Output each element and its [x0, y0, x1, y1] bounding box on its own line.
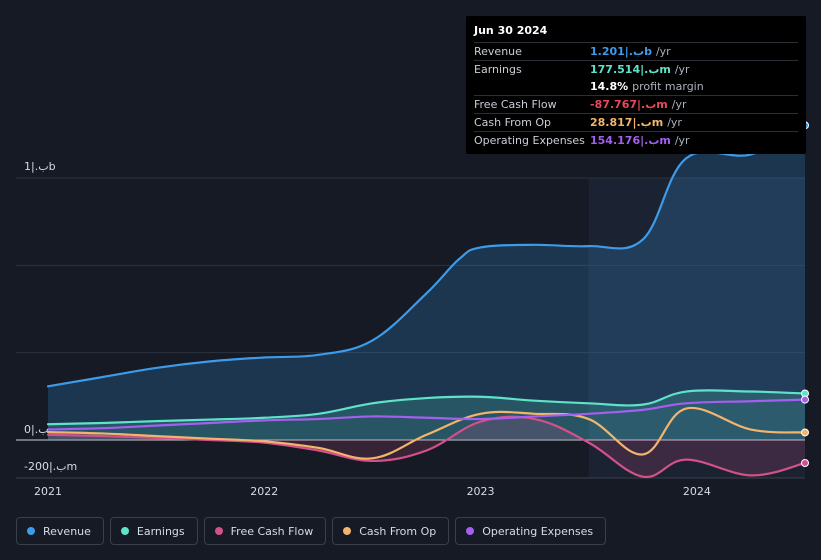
revenue-dot-icon — [27, 527, 35, 535]
tooltip-label: Earnings — [474, 63, 522, 76]
legend-label: Cash From Op — [359, 524, 437, 538]
tooltip-label: Cash From Op — [474, 116, 552, 129]
tooltip-unit: /yr — [655, 45, 671, 58]
tooltip-row-cfo: Cash From Op 28.817|.بm /yr — [474, 113, 798, 131]
tooltip-row-revenue: Revenue 1.201|.بb /yr — [474, 42, 798, 60]
y-label-top: 1|.بb — [24, 160, 56, 173]
legend-item-operating-expenses[interactable]: Operating Expenses — [455, 517, 607, 545]
earnings-dot-icon — [120, 527, 129, 535]
tooltip-unit: /yr — [674, 134, 690, 147]
tooltip-row-fcf: Free Cash Flow -87.767|.بm /yr — [474, 95, 798, 113]
revenue-line — [46, 124, 807, 388]
cash-from-op-line — [46, 406, 807, 460]
tooltip-value: 1.201|.بb — [590, 45, 652, 58]
tooltip-unit: /yr — [671, 98, 687, 111]
operating-expenses-line — [46, 398, 807, 431]
tooltip-row-opex: Operating Expenses 154.176|.بm /yr — [474, 131, 798, 149]
tooltip-unit: /yr — [674, 63, 690, 76]
tooltip-value: 28.817|.بm — [590, 116, 664, 129]
tooltip-date: Jun 30 2024 — [474, 24, 548, 37]
legend-label: Operating Expenses — [482, 524, 594, 538]
tooltip-value: -87.767|.بm — [590, 98, 668, 111]
x-tick-label: 2024 — [683, 485, 711, 498]
free-cash-flow-dot-icon — [214, 527, 223, 535]
x-tick-label: 2023 — [467, 485, 495, 498]
earnings-area — [48, 390, 805, 440]
tooltip-unit: /yr — [667, 116, 682, 129]
legend-item-revenue[interactable]: Revenue — [16, 517, 104, 545]
free-cash-flow-area — [48, 416, 805, 478]
earnings-line — [46, 389, 807, 426]
cash-from-op-dot-icon — [343, 527, 352, 535]
tooltip-label: Operating Expenses — [474, 134, 585, 147]
tooltip-value: 177.514|.بm — [590, 63, 671, 76]
free-cash-flow-end-point — [801, 459, 809, 468]
legend: Revenue Earnings Free Cash Flow Cash Fro… — [16, 517, 607, 545]
legend-label: Free Cash Flow — [230, 524, 314, 538]
legend-label: Earnings — [136, 524, 185, 538]
revenue-area — [48, 125, 805, 440]
y-label-bottom: -200|.بm — [24, 460, 77, 473]
highlight-region — [588, 178, 805, 478]
tooltip-row-earnings: Earnings 177.514|.بm /yr — [474, 60, 798, 78]
tooltip-label: Revenue — [474, 45, 522, 58]
tooltip: Jun 30 2024 Revenue 1.201|.بb /yr Earnin… — [466, 16, 806, 154]
operating-expenses-end-point — [801, 395, 809, 404]
y-label-zero: 0|.ب — [24, 423, 49, 436]
legend-label: Revenue — [43, 524, 91, 538]
tooltip-row-margin: 14.8% profit margin — [474, 78, 798, 95]
legend-item-cash-from-op[interactable]: Cash From Op — [332, 517, 450, 545]
tooltip-unit: profit margin — [632, 80, 704, 93]
legend-item-free-cash-flow[interactable]: Free Cash Flow — [203, 517, 327, 545]
cash-from-op-end-point — [801, 428, 809, 437]
legend-item-earnings[interactable]: Earnings — [109, 517, 198, 545]
tooltip-label: Free Cash Flow — [474, 98, 557, 111]
x-tick-label: 2022 — [250, 485, 278, 498]
tooltip-value: 14.8% — [590, 80, 629, 93]
free-cash-flow-line — [46, 415, 807, 478]
x-tick-label: 2021 — [34, 485, 62, 498]
tooltip-value: 154.176|.بm — [590, 134, 671, 147]
operating-expenses-dot-icon — [466, 527, 475, 535]
